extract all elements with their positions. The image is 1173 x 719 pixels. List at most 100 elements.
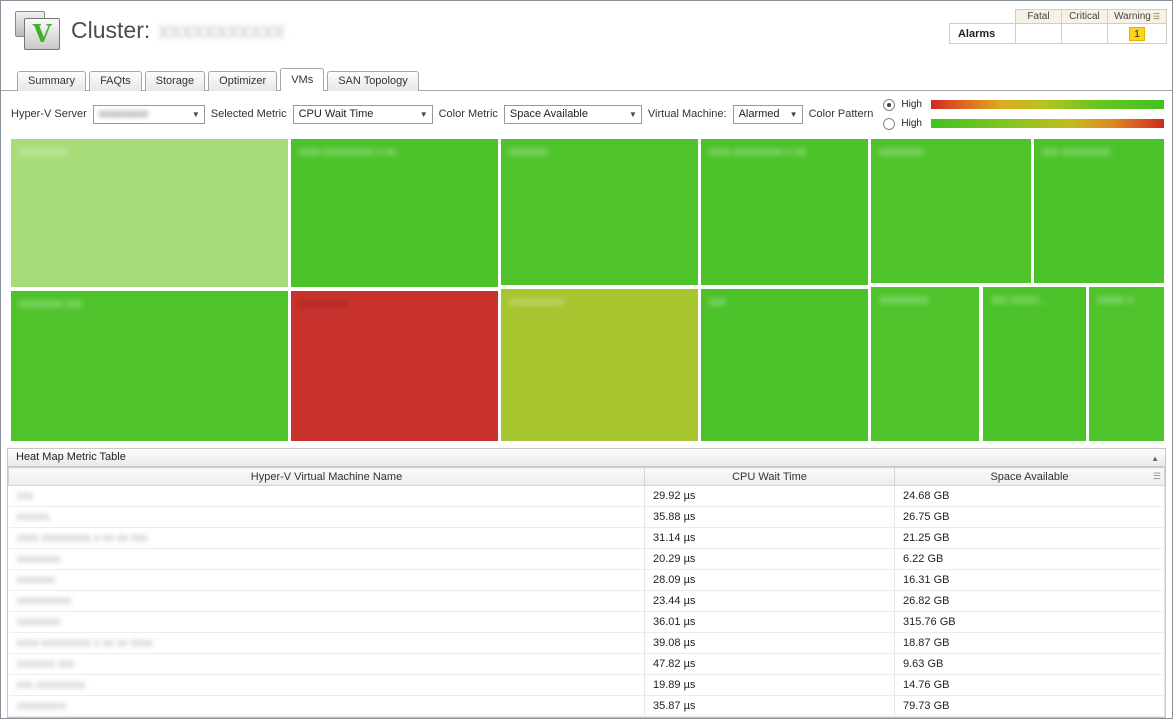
cpu-wait-cell: 35.87 µs — [644, 695, 895, 717]
color-metric-value: Space Available — [509, 108, 588, 120]
alarms-critical-count[interactable] — [1060, 23, 1108, 44]
table-row[interactable]: xxxxxxxx 20.29 µs 6.22 GB — [8, 548, 1165, 570]
section-header[interactable]: Heat Map Metric Table ▲ — [8, 449, 1165, 467]
treemap-box-label: xxx xxxxxxxxx — [1042, 146, 1112, 158]
treemap-box-label: xxxx xxxxxxxxx x xx — [299, 146, 397, 158]
treemap-box-6[interactable]: xxx xxxxxxxxx — [1034, 139, 1164, 283]
vm-name-redacted: xxxx xxxxxxxxx x xx xx xxx — [16, 532, 148, 544]
tab-summary[interactable]: Summary — [17, 71, 87, 91]
table-row[interactable]: xxxx xxxxxxxxx x xx xx xxxx 39.08 µs 18.87… — [8, 632, 1165, 654]
tab-faqts[interactable]: FAQts — [89, 71, 142, 91]
treemap-box-7[interactable]: xxxxxxxx xxx — [11, 291, 288, 441]
selected-metric-select[interactable]: CPU Wait Time ▼ — [292, 104, 433, 124]
heat-map-metric-section: Heat Map Metric Table ▲ Hyper-V Virtual … — [7, 448, 1166, 718]
vm-name-redacted: xxxxxxxx — [16, 616, 61, 628]
cluster-icon: V — [15, 11, 63, 53]
alarms-fatal-count[interactable] — [1014, 23, 1062, 44]
color-pattern-radio-green-to-red[interactable] — [883, 117, 896, 130]
tab-optimizer[interactable]: Optimizer — [208, 71, 278, 91]
tab-vms[interactable]: VMs — [280, 68, 325, 91]
vm-name-redacted: xxxxxxx — [16, 574, 56, 586]
table-row[interactable]: xxx 29.92 µs 24.68 GB — [8, 485, 1165, 507]
vm-name-cell: xxxxxxxxx — [8, 695, 645, 717]
virtual-machine-value: Alarmed — [738, 108, 780, 120]
table-customizer-icon[interactable]: ☰ — [1152, 471, 1161, 481]
treemap-box-label: xxxx xxxxxxxxx x xx — [709, 146, 807, 158]
chevron-down-icon: ▼ — [191, 109, 200, 119]
space-available-cell: 315.76 GB — [894, 611, 1165, 633]
page-title-prefix: Cluster: — [71, 17, 151, 43]
virtual-machine-select[interactable]: Alarmed ▼ — [732, 104, 803, 124]
hyperv-server-value: xxxxxxxxx — [98, 108, 149, 120]
color-pattern-radio-red-to-green[interactable] — [883, 98, 896, 111]
col-header-vm-name[interactable]: Hyper-V Virtual Machine Name — [8, 467, 645, 486]
tab-san-topology[interactable]: SAN Topology — [327, 71, 419, 91]
alarms-col-critical[interactable]: Critical — [1060, 9, 1108, 24]
treemap-box-label: xxxxx x — [1097, 294, 1134, 306]
hyperv-server-label: Hyper-V Server — [11, 108, 87, 120]
cpu-wait-cell: 35.88 µs — [644, 506, 895, 528]
alarms-col-warning[interactable]: Warning ☰ — [1106, 9, 1168, 24]
treemap-box-4[interactable]: xxxx xxxxxxxxx x xx — [701, 139, 868, 285]
vm-name-cell: xxx xxxxxxxxx — [8, 674, 645, 696]
cpu-wait-cell: 28.09 µs — [644, 569, 895, 591]
alarms-header-row: Fatal Critical Warning ☰ — [948, 9, 1168, 24]
col-header-space-available[interactable]: Space Available ☰ — [894, 467, 1165, 486]
gradient-bar-green-to-red — [931, 119, 1164, 128]
treemap-box-1[interactable]: xxxxxxxxx — [11, 139, 288, 287]
tab-storage[interactable]: Storage — [144, 71, 206, 91]
selected-metric-label: Selected Metric — [210, 108, 287, 120]
treemap-box-label: xxxxxxxxxx — [509, 296, 564, 308]
treemap-box-3[interactable]: xxxxxxx — [501, 139, 698, 285]
color-metric-select[interactable]: Space Available ▼ — [503, 104, 642, 124]
vm-name-cell: xxx — [8, 485, 645, 507]
treemap-box-12[interactable]: xxx xxxxx... — [983, 287, 1086, 441]
vm-name-cell: xxxxxxxx — [8, 548, 645, 570]
table-row[interactable]: xxxxxx 35.88 µs 26.75 GB — [8, 506, 1165, 528]
table-row[interactable]: xxxxxxxx 36.01 µs 315.76 GB — [8, 611, 1165, 633]
treemap-box-label: xxx xxxxx... — [991, 294, 1048, 306]
alarms-list-icon[interactable]: ☰ — [1152, 12, 1160, 21]
treemap-box-2[interactable]: xxxx xxxxxxxxx x xx — [291, 139, 498, 287]
table-row[interactable]: xxxxxxxxx 35.87 µs 79.73 GB — [8, 695, 1165, 717]
section-title: Heat Map Metric Table — [16, 451, 126, 463]
vm-name-cell: xxxx xxxxxxxxx x xx xx xxxx — [8, 632, 645, 654]
col-header-cpu-wait[interactable]: CPU Wait Time — [644, 467, 895, 486]
warning-count-badge[interactable]: 1 — [1128, 26, 1145, 41]
cpu-wait-cell: 39.08 µs — [644, 632, 895, 654]
alarms-row-label: Alarms — [948, 23, 1016, 44]
treemap-box-5[interactable]: xxxxxxxx — [871, 139, 1031, 283]
vm-name-cell: xxxx xxxxxxxxx x xx xx xxx — [8, 527, 645, 549]
table-row[interactable]: xxxxxxx 28.09 µs 16.31 GB — [8, 569, 1165, 591]
cpu-wait-cell: 31.14 µs — [644, 527, 895, 549]
vm-name-redacted: xxxxxxx xxx — [16, 658, 75, 670]
table-row[interactable]: xxxx xxxxxxxxx x xx xx xxx 31.14 µs 21.25 … — [8, 527, 1165, 549]
space-available-cell: 9.63 GB — [894, 653, 1165, 675]
table-row[interactable]: xxx xxxxxxxxx 19.89 µs 14.76 GB — [8, 674, 1165, 696]
table-row[interactable]: xxxxxxx xxx 47.82 µs 9.63 GB — [8, 653, 1165, 675]
page-title: Cluster: xxxxxxxxxxx — [71, 17, 285, 44]
vm-name-redacted: xxxx xxxxxxxxx x xx xx xxxx — [16, 637, 153, 649]
treemap-box-8[interactable]: xxxxxxxxx — [291, 291, 498, 441]
cpu-wait-cell: 19.89 µs — [644, 674, 895, 696]
treemap-box-13[interactable]: xxxxx x — [1089, 287, 1164, 441]
treemap-box-10[interactable]: xxx — [701, 289, 868, 441]
treemap-box-9[interactable]: xxxxxxxxxx — [501, 289, 698, 441]
vm-name-cell: xxxxxxxx — [8, 611, 645, 633]
toolbar: Hyper-V Server xxxxxxxxx ▼ Selected Metri… — [1, 91, 1172, 137]
table-row[interactable]: xxxxxxxxxx 23.44 µs 26.82 GB — [8, 590, 1165, 612]
virtual-machine-label: Virtual Machine: — [647, 108, 727, 120]
selected-metric-value: CPU Wait Time — [298, 108, 374, 120]
hyperv-server-select[interactable]: xxxxxxxxx ▼ — [92, 104, 205, 124]
col-header-space-label: Space Available — [990, 470, 1069, 483]
alarms-col-fatal[interactable]: Fatal — [1014, 9, 1062, 24]
alarms-summary: Fatal Critical Warning ☰ Alarms 1 — [948, 9, 1168, 44]
alarms-warning-cell[interactable]: 1 — [1106, 23, 1168, 44]
space-available-cell: 18.87 GB — [894, 632, 1165, 654]
collapse-icon[interactable]: ▲ — [1151, 454, 1159, 463]
cluster-name: xxxxxxxxxxx — [158, 17, 285, 43]
chevron-down-icon: ▼ — [628, 109, 637, 119]
treemap-box-11[interactable]: xxxxxxxxx — [871, 287, 979, 441]
space-available-cell: 6.22 GB — [894, 548, 1165, 570]
